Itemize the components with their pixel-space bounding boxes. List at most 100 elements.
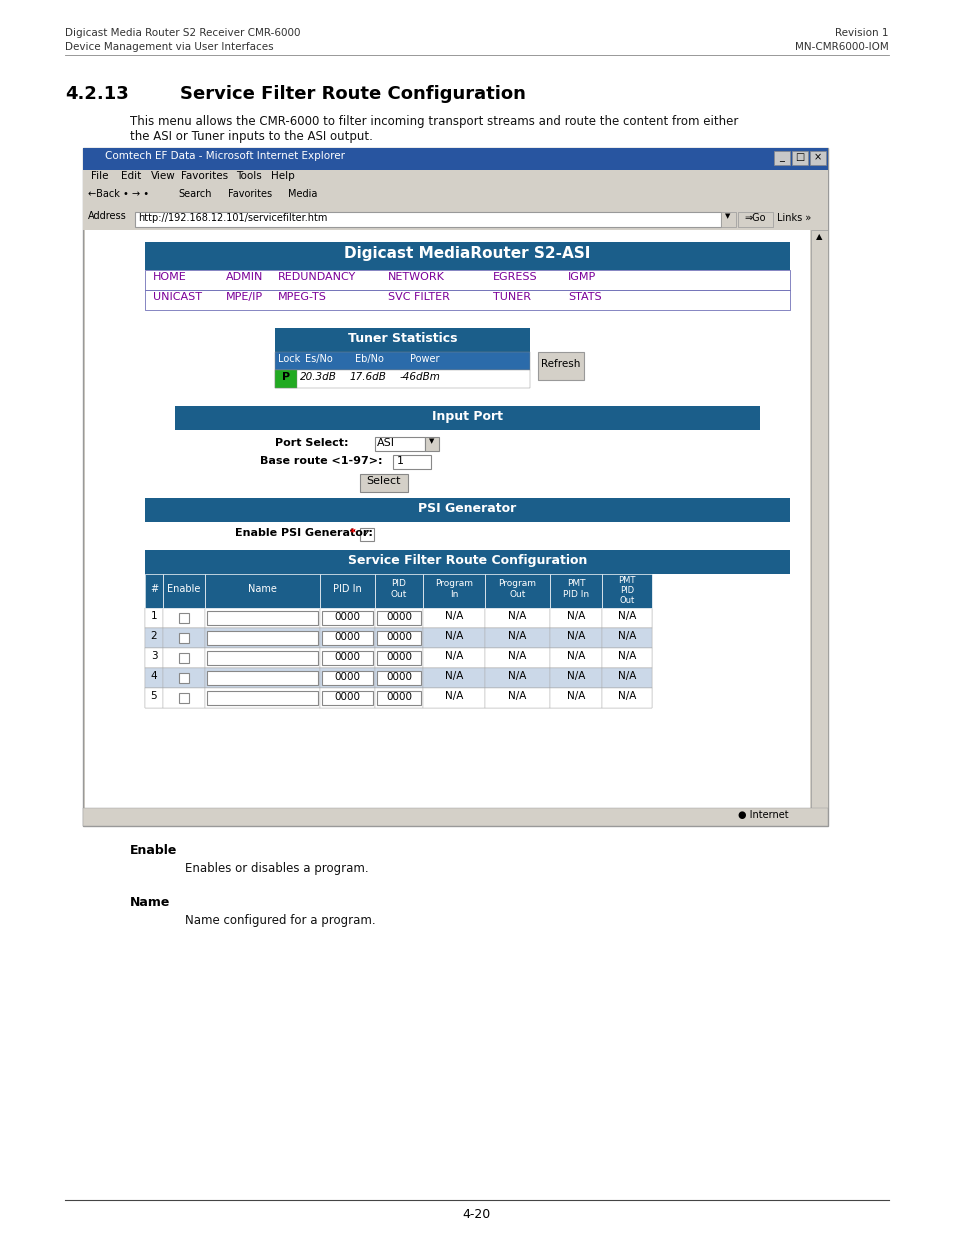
- Text: 0000: 0000: [335, 672, 360, 682]
- Bar: [163, 688, 205, 708]
- Text: Program: Program: [435, 579, 473, 588]
- Bar: [393, 454, 431, 469]
- Text: ▼: ▼: [724, 212, 730, 219]
- Bar: [145, 608, 651, 629]
- Text: Tuner Statistics: Tuner Statistics: [348, 332, 456, 345]
- Bar: [484, 668, 550, 688]
- Bar: [205, 688, 319, 708]
- Text: N/A: N/A: [508, 611, 526, 621]
- Bar: [375, 574, 422, 608]
- Text: N/A: N/A: [508, 651, 526, 661]
- Text: 5: 5: [151, 692, 157, 701]
- Bar: [179, 613, 189, 622]
- Text: 1: 1: [396, 456, 403, 466]
- Bar: [422, 688, 484, 708]
- Text: Input Port: Input Port: [432, 410, 502, 424]
- Bar: [163, 668, 205, 688]
- Text: Refresh: Refresh: [540, 359, 580, 369]
- Text: 4-20: 4-20: [462, 1208, 491, 1221]
- Bar: [601, 629, 651, 648]
- Bar: [319, 574, 375, 608]
- Bar: [163, 574, 205, 608]
- Bar: [375, 608, 422, 629]
- Text: PID: PID: [391, 579, 406, 588]
- Bar: [207, 651, 317, 664]
- Text: Tools: Tools: [235, 170, 261, 182]
- Text: ASI: ASI: [376, 438, 395, 448]
- Text: Digicast Media Router S2 Receiver CMR-6000: Digicast Media Router S2 Receiver CMR-60…: [65, 28, 300, 38]
- Bar: [83, 148, 827, 170]
- Text: the ASI or Tuner inputs to the ASI output.: the ASI or Tuner inputs to the ASI outpu…: [130, 130, 373, 143]
- Text: HOME: HOME: [152, 272, 187, 282]
- Text: 17.6dB: 17.6dB: [350, 372, 387, 382]
- Text: 0000: 0000: [386, 692, 412, 701]
- Bar: [145, 498, 789, 522]
- Bar: [207, 611, 317, 625]
- Text: 0000: 0000: [386, 652, 412, 662]
- Text: Name: Name: [248, 584, 276, 594]
- Text: STATS: STATS: [567, 291, 601, 303]
- Text: EGRESS: EGRESS: [493, 272, 537, 282]
- Bar: [83, 808, 827, 826]
- Bar: [720, 212, 735, 227]
- Text: _: _: [779, 152, 783, 162]
- Text: TUNER: TUNER: [493, 291, 531, 303]
- Text: N/A: N/A: [508, 671, 526, 680]
- Text: Name: Name: [130, 897, 171, 909]
- Bar: [145, 242, 789, 270]
- Bar: [205, 648, 319, 668]
- Bar: [550, 688, 601, 708]
- Bar: [145, 688, 163, 708]
- Bar: [145, 550, 789, 574]
- Text: PSI Generator: PSI Generator: [418, 501, 517, 515]
- Bar: [601, 608, 651, 629]
- Text: Lock: Lock: [277, 354, 300, 364]
- Text: N/A: N/A: [444, 651, 463, 661]
- Bar: [179, 693, 189, 703]
- Text: -46dBm: -46dBm: [399, 372, 440, 382]
- Text: File: File: [91, 170, 109, 182]
- Bar: [422, 608, 484, 629]
- Bar: [174, 406, 760, 430]
- Text: Program: Program: [498, 579, 536, 588]
- Bar: [163, 608, 205, 629]
- Text: 0000: 0000: [386, 672, 412, 682]
- Text: Out: Out: [509, 590, 525, 599]
- Text: #: #: [150, 584, 158, 594]
- Bar: [484, 608, 550, 629]
- Bar: [375, 629, 422, 648]
- Text: N/A: N/A: [566, 611, 584, 621]
- Text: N/A: N/A: [566, 631, 584, 641]
- Bar: [738, 212, 772, 227]
- Text: UNICAST: UNICAST: [152, 291, 202, 303]
- Text: N/A: N/A: [444, 671, 463, 680]
- Bar: [145, 629, 651, 648]
- Text: 0000: 0000: [335, 632, 360, 642]
- Text: Address: Address: [88, 211, 127, 221]
- Bar: [145, 574, 651, 608]
- Text: Name configured for a program.: Name configured for a program.: [185, 914, 375, 927]
- Bar: [319, 688, 375, 708]
- Text: PID In: PID In: [562, 590, 588, 599]
- Text: Port Select:: Port Select:: [274, 438, 348, 448]
- Bar: [773, 151, 789, 165]
- Bar: [274, 370, 296, 388]
- Bar: [550, 574, 601, 608]
- Bar: [322, 651, 373, 664]
- Bar: [375, 668, 422, 688]
- Text: Out: Out: [391, 590, 407, 599]
- Bar: [83, 188, 827, 210]
- Text: Help: Help: [271, 170, 294, 182]
- Bar: [376, 651, 420, 664]
- Bar: [179, 634, 189, 643]
- Text: 0000: 0000: [335, 613, 360, 622]
- Text: 0000: 0000: [335, 692, 360, 701]
- Bar: [422, 629, 484, 648]
- Text: 0000: 0000: [386, 613, 412, 622]
- Text: N/A: N/A: [566, 651, 584, 661]
- Text: Edit: Edit: [121, 170, 141, 182]
- Text: 1: 1: [151, 611, 157, 621]
- Bar: [376, 611, 420, 625]
- Bar: [537, 352, 583, 380]
- Bar: [205, 608, 319, 629]
